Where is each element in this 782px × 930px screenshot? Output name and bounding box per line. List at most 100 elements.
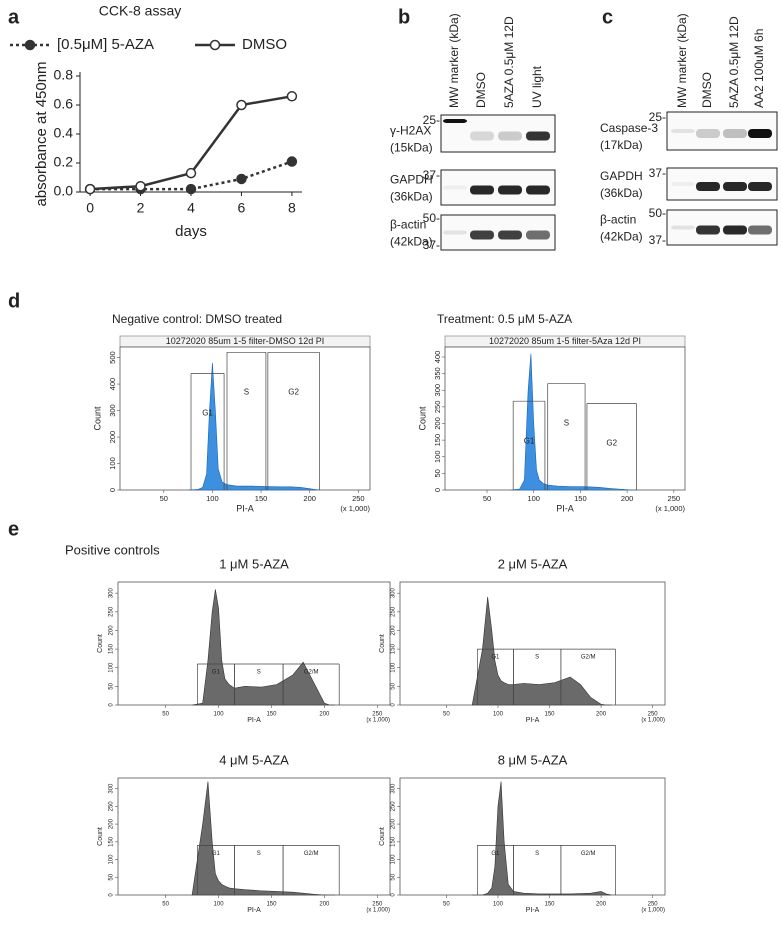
blot-band	[443, 230, 467, 235]
y-tick-label: 50	[433, 469, 442, 477]
plot-title: Treatment: 0.5 μM 5-AZA	[437, 312, 572, 326]
y-tick-label: 300	[109, 783, 115, 794]
x-tick-label: 250	[372, 712, 383, 718]
blot-band	[526, 230, 550, 240]
blot-band	[696, 182, 720, 191]
gate-label: S	[244, 387, 249, 396]
gate-label: S	[535, 655, 539, 661]
gate-label: G2	[288, 387, 299, 396]
mw-marker: 37-	[423, 238, 440, 252]
blot-band	[723, 129, 747, 138]
x-tick-label: 200	[596, 712, 607, 718]
blot-band	[671, 129, 695, 133]
x-tick-label: 100	[214, 902, 225, 908]
row-label: γ-H2AX	[390, 124, 431, 138]
y-axis-label: Count	[417, 406, 427, 431]
x-tick-label: 8	[288, 200, 296, 216]
y-tick-label: 50	[109, 873, 115, 880]
y-tick-label: 50	[391, 873, 397, 880]
x-tick-label: 100	[493, 712, 504, 718]
data-point	[236, 173, 247, 185]
lane-label: MW marker (kDa)	[447, 13, 461, 108]
plot-title: 2 μM 5-AZA	[498, 556, 568, 571]
y-tick-label: 150	[433, 434, 442, 447]
x-tick-label: 50	[483, 494, 491, 503]
y-axis-label: Count	[97, 634, 104, 653]
row-label: Caspase-3	[600, 121, 658, 135]
lane-label: 5AZA 0.5μM 12D	[502, 16, 516, 108]
y-tick-label: 0.2	[54, 154, 74, 170]
blot-band	[498, 185, 522, 195]
x-tick-label: 6	[238, 200, 246, 216]
gate-label: G1	[212, 851, 221, 857]
blot-band	[671, 225, 695, 230]
gate-label: G1	[524, 436, 535, 445]
gate-label: S	[564, 419, 569, 428]
gate-label: G1	[212, 670, 221, 676]
row-label: (17kDa)	[600, 138, 643, 152]
x-tick-label: 100	[206, 494, 219, 503]
plot-title: 1 μM 5-AZA	[219, 556, 289, 571]
x-tick-label: 250	[372, 902, 383, 908]
x-scale-note: (x 1,000)	[366, 718, 390, 724]
plot-title: Negative control: DMSO treated	[112, 312, 282, 326]
panel-label: a	[8, 6, 20, 28]
histogram-area	[471, 596, 612, 706]
blot-band	[470, 131, 494, 141]
x-tick-label: 200	[596, 902, 607, 908]
y-tick-label: 250	[391, 606, 397, 617]
lane-label: UV light	[530, 65, 544, 108]
y-tick-label: 200	[108, 431, 117, 444]
y-tick-label: 350	[433, 367, 442, 380]
y-tick-label: 400	[433, 351, 442, 364]
y-tick-label: 300	[109, 588, 115, 599]
row-label: β-actin	[390, 218, 426, 232]
x-axis-label: days	[175, 223, 207, 240]
panel-label: d	[8, 290, 20, 312]
y-axis-label: absorbance at 450nm	[33, 61, 50, 206]
x-scale-note: (x 1,000)	[655, 504, 685, 513]
y-axis-label: Count	[379, 827, 386, 846]
histogram-area	[192, 589, 335, 706]
y-tick-label: 100	[108, 457, 117, 470]
y-tick-label: 200	[109, 818, 115, 829]
blot-band	[470, 185, 494, 195]
plot-frame	[399, 777, 666, 896]
plot-title: 4 μM 5-AZA	[219, 752, 289, 767]
x-scale-note: (x 1,000)	[641, 718, 665, 724]
row-label: (36kDa)	[390, 190, 433, 204]
y-tick-label: 0	[433, 488, 442, 492]
x-tick-label: 150	[545, 712, 556, 718]
y-tick-label: 250	[109, 801, 115, 812]
y-tick-label: 0	[391, 703, 397, 707]
y-tick-label: 0.0	[54, 183, 74, 199]
y-axis-label: Count	[92, 406, 102, 431]
legend-label: DMSO	[242, 36, 287, 53]
lane-label: DMSO	[474, 72, 488, 108]
series-line	[90, 160, 293, 191]
y-tick-label: 150	[391, 643, 397, 654]
x-tick-label: 100	[527, 494, 540, 503]
y-axis-label: Count	[97, 827, 104, 846]
y-tick-label: 300	[108, 404, 117, 417]
chart-title: CCK-8 assay	[99, 3, 181, 19]
x-tick-label: 50	[162, 902, 169, 908]
blot-band	[498, 131, 522, 141]
x-tick-label: 250	[648, 902, 659, 908]
y-axis-label: Count	[379, 634, 386, 653]
x-tick-label: 0	[86, 200, 94, 216]
blot-band	[526, 131, 550, 141]
panel-label: b	[398, 6, 410, 28]
legend-label: [0.5μM] 5-AZA	[57, 36, 154, 53]
mw-marker: 37-	[423, 168, 440, 182]
blot-band	[696, 225, 720, 235]
x-tick-label: 4	[187, 200, 195, 216]
plot-frame	[119, 346, 371, 491]
x-tick-label: 100	[493, 902, 504, 908]
data-point	[84, 183, 96, 195]
legend-marker	[24, 39, 36, 51]
plot-title: 8 μM 5-AZA	[498, 752, 568, 767]
x-axis-label: PI-A	[526, 717, 540, 724]
y-tick-label: 100	[391, 662, 397, 673]
